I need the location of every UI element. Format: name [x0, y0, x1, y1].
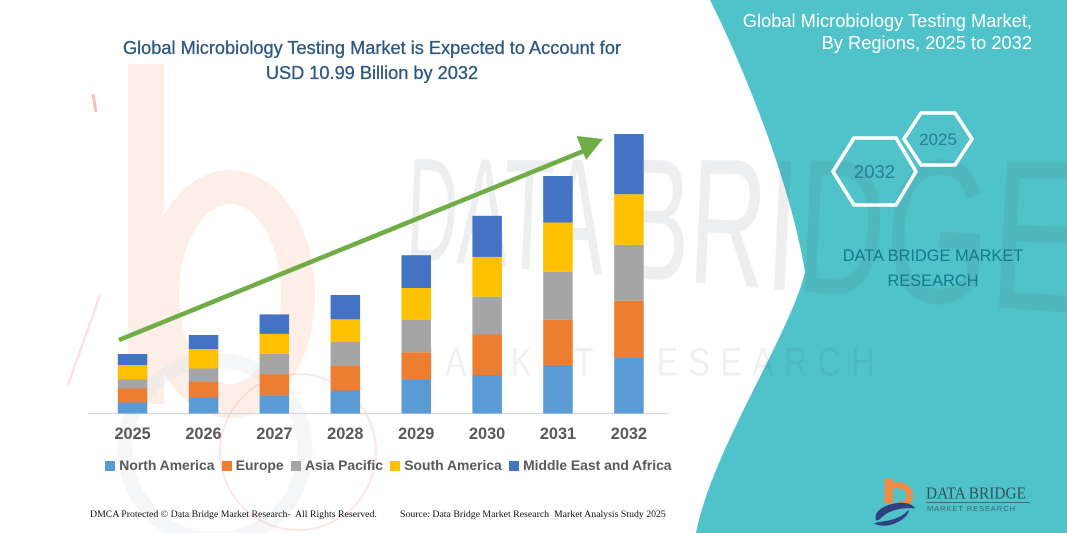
svg-text:2032: 2032: [854, 161, 895, 182]
svg-text:DATA BRIDGE: DATA BRIDGE: [926, 484, 1026, 503]
svg-text:2025: 2025: [919, 130, 957, 149]
svg-text:MARKET RESEARCH: MARKET RESEARCH: [927, 504, 1015, 513]
